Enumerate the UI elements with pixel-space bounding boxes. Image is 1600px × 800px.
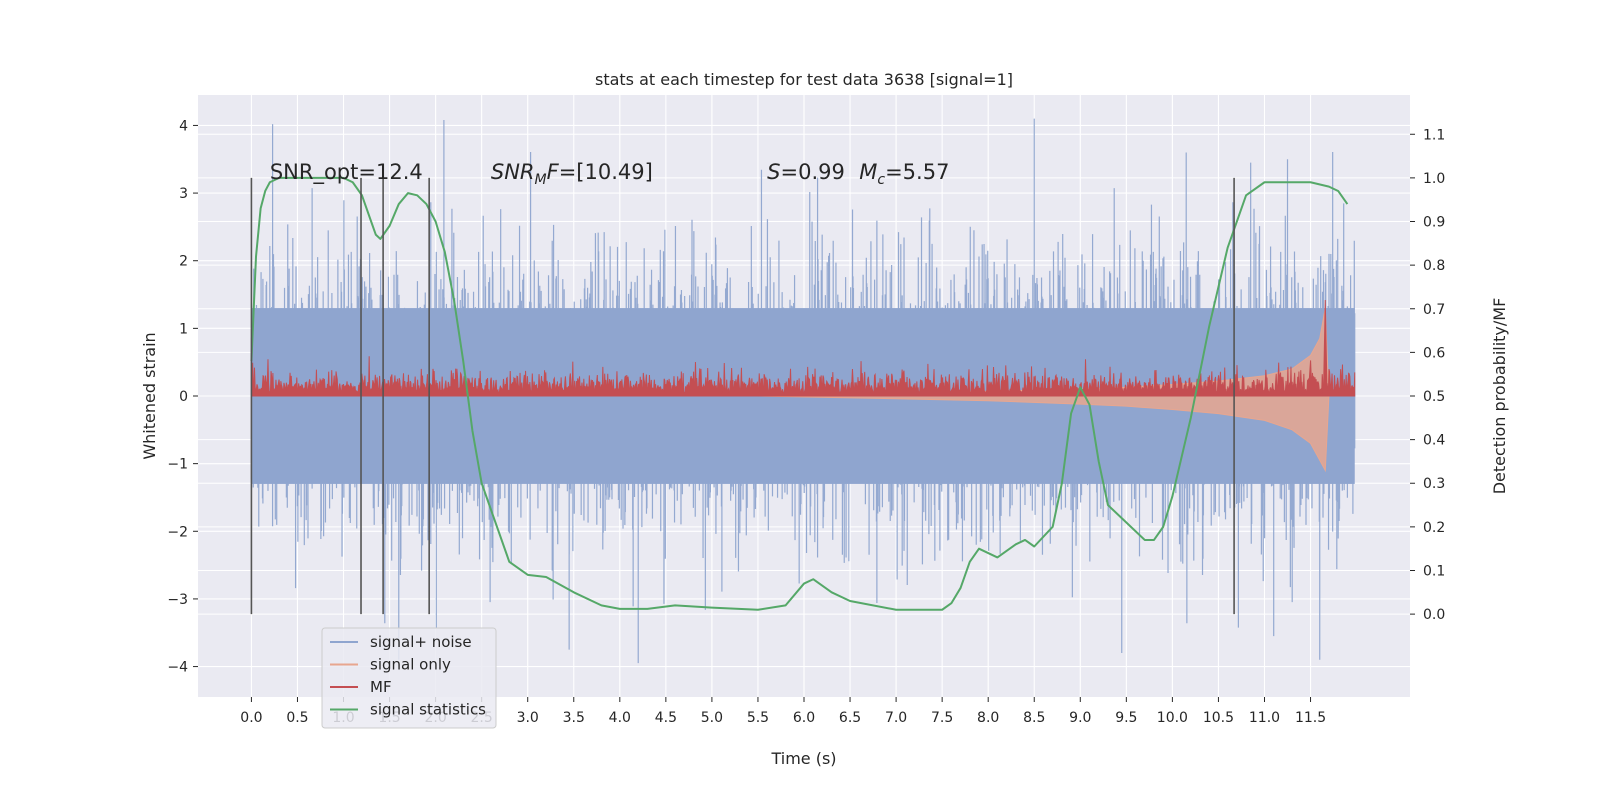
y-tick-label-right: 0.9 (1423, 215, 1445, 231)
y-axis-label-left: Whitened strain (140, 332, 159, 459)
annotation-text: Mc=5.57 (859, 160, 949, 188)
y-tick-label-right: 1.1 (1423, 127, 1445, 143)
x-tick-label: 7.0 (885, 710, 907, 726)
x-tick-label: 6.5 (839, 710, 861, 726)
x-tick-label: 9.5 (1115, 710, 1137, 726)
legend-label: signal statistics (370, 701, 486, 719)
y-tick-label-right: 0.0 (1423, 607, 1445, 623)
annotations: SNR_opt=12.4 SNRMF=[10.49] S=0.99 Mc=5.57 (270, 160, 950, 188)
legend-label: signal only (370, 656, 451, 674)
x-tick-label: 10.0 (1157, 710, 1188, 726)
legend-label: signal+ noise (370, 633, 472, 651)
y-tick-label-right: 0.7 (1423, 302, 1445, 318)
legend: signal+ noise signal only MF signal statist… (321, 627, 497, 729)
annotation-text: S=0.99 (767, 160, 845, 184)
x-tick-label: 3.5 (563, 710, 585, 726)
x-tick-label: 5.5 (747, 710, 769, 726)
chart-title: stats at each timestep for test data 363… (595, 70, 1013, 89)
y-tick-label-left: 2 (179, 254, 188, 270)
x-tick-label: 9.0 (1069, 710, 1091, 726)
x-tick-label: 8.5 (1023, 710, 1045, 726)
x-tick-label: 0.0 (240, 710, 262, 726)
y-tick-label-right: 0.6 (1423, 345, 1445, 361)
y-tick-label-right: 0.4 (1423, 433, 1445, 449)
y-tick-label-left: 4 (179, 118, 188, 134)
series-signal-statistics (250, 176, 1349, 611)
vertical-markers (250, 177, 1235, 615)
x-tick-label: 0.5 (286, 710, 308, 726)
data-layer (250, 118, 1356, 664)
y-tick-label-left: 3 (179, 186, 188, 202)
x-tick-label: 3.0 (517, 710, 539, 726)
series-mf (250, 356, 1356, 397)
x-tick-label: 6.0 (793, 710, 815, 726)
y-tick-label-left: −2 (167, 524, 188, 540)
y-tick-label-right: 0.5 (1423, 389, 1445, 405)
x-tick-label: 11.0 (1249, 710, 1280, 726)
legend-label: MF (370, 678, 392, 696)
x-tick-label: 5.0 (701, 710, 723, 726)
x-tick-label: 4.5 (655, 710, 677, 726)
x-tick-label: 10.5 (1203, 710, 1234, 726)
y-tick-label-right: 0.8 (1423, 258, 1445, 274)
y-tick-label-right: 0.2 (1423, 520, 1445, 536)
series-mf-spike (1322, 300, 1328, 397)
y-tick-label-right: 0.3 (1423, 476, 1445, 492)
y-tick-label-left: −4 (167, 660, 188, 676)
annotation-text: SNRMF=[10.49] (491, 160, 653, 188)
x-axis-label: Time (s) (770, 749, 836, 768)
y-tick-label-left: −1 (167, 457, 188, 473)
x-tick-label: 8.0 (977, 710, 999, 726)
y-tick-label-right: 0.1 (1423, 563, 1445, 579)
y-axis-label-right: Detection probability/MF (1490, 298, 1509, 495)
x-tick-label: 11.5 (1295, 710, 1326, 726)
x-tick-label: 4.0 (609, 710, 631, 726)
x-tick-label: 7.5 (931, 710, 953, 726)
y-tick-label-right: 1.0 (1423, 171, 1445, 187)
y-tick-label-left: 0 (179, 389, 188, 405)
legend-box (321, 627, 497, 729)
y-tick-label-left: −3 (167, 592, 188, 608)
annotation-text: SNR_opt=12.4 (270, 160, 423, 185)
y-tick-label-left: 1 (179, 321, 188, 337)
